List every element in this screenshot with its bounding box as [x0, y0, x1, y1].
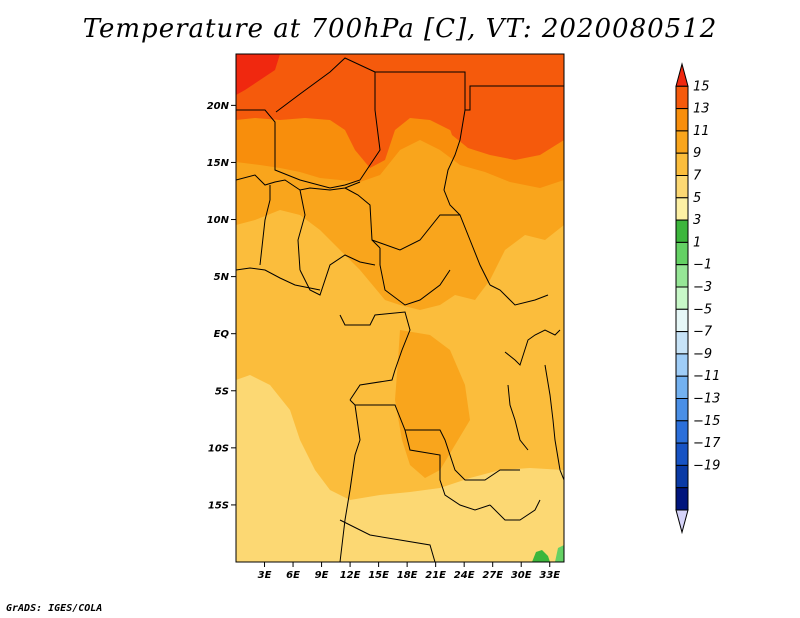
colorbar-swatch [675, 264, 689, 288]
colorbar-swatch [675, 197, 689, 221]
colorbar-label: −7 [693, 325, 713, 340]
temperature-field [236, 54, 564, 562]
lon-tick-label: 12E [340, 570, 361, 581]
credit-text: GrADS: IGES/COLA [6, 603, 103, 614]
colorbar-swatch [675, 152, 689, 176]
colorbar-label: 7 [693, 169, 702, 184]
colorbar-label: 15 [693, 79, 710, 94]
colorbar-swatch [675, 175, 689, 199]
colorbar-label: −9 [693, 347, 712, 362]
lon-tick-label: 15E [368, 570, 389, 581]
lon-tick-label: 9E [315, 570, 329, 581]
lon-tick-label: 27E [482, 570, 503, 581]
colorbar-label: 9 [693, 146, 701, 161]
lat-tick-label: 15N [207, 158, 230, 169]
lat-tick-label: 10N [207, 215, 230, 226]
colorbar-swatch [675, 442, 689, 466]
colorbar-label: 11 [693, 124, 710, 139]
lon-tick-label: 21E [425, 570, 446, 581]
colorbar-swatch [675, 375, 689, 400]
colorbar-label: −3 [693, 280, 712, 295]
map-title: Temperature at 700hPa [C], VT: 202008051… [82, 14, 718, 44]
lat-tick-label: 5N [214, 272, 230, 283]
colorbar-top-arrow [675, 62, 689, 87]
colorbar-swatch [675, 241, 689, 266]
colorbar-swatch [675, 487, 689, 511]
colorbar-label: 13 [693, 102, 710, 117]
colorbar-label: −15 [693, 414, 720, 429]
colorbar-swatch [675, 331, 689, 355]
lat-tick-label: EQ [214, 329, 230, 340]
colorbar-label: −13 [693, 392, 720, 407]
colorbar-swatch [675, 108, 689, 132]
lat-tick-label: 5S [215, 386, 229, 397]
lon-tick-label: 3E [258, 570, 272, 581]
colorbar-label: −17 [693, 436, 721, 451]
colorbar-swatch [675, 420, 689, 444]
lat-tick-label: 20N [207, 101, 230, 112]
lon-tick-label: 24E [454, 570, 475, 581]
colorbar-label: −19 [693, 458, 720, 473]
colorbar-bottom-arrow [675, 509, 689, 535]
colorbar-swatch [675, 286, 689, 310]
colorbar-swatch [675, 219, 689, 243]
colorbar: 15 13 11 9 7 5 3 1 −1 −3 −5 −7 −9 −11 −13 −15 −17 −19 [675, 62, 721, 535]
colorbar-label: −1 [693, 258, 712, 273]
colorbar-swatch [675, 353, 689, 377]
colorbar-swatch [675, 130, 689, 154]
colorbar-label: 5 [693, 191, 701, 206]
colorbar-label: −5 [693, 302, 712, 317]
colorbar-label: 1 [693, 235, 701, 250]
longitude-axis: 3E 6E 9E 12E 15E 18E 21E 24E 27E 30E 33E [258, 562, 560, 581]
lon-tick-label: 33E [539, 570, 560, 581]
colorbar-swatch [675, 398, 689, 422]
lon-tick-label: 6E [286, 570, 300, 581]
colorbar-swatch [675, 85, 689, 110]
colorbar-swatch [675, 308, 689, 333]
latitude-axis: 20N 15N 10N 5N EQ 5S 10S 15S [207, 101, 236, 511]
lat-tick-label: 10S [208, 443, 229, 454]
lon-tick-label: 30E [511, 570, 532, 581]
colorbar-swatch [675, 464, 689, 489]
colorbar-label: −11 [693, 369, 720, 384]
lat-tick-label: 15S [208, 500, 229, 511]
colorbar-label: 3 [693, 213, 701, 228]
lon-tick-label: 18E [397, 570, 418, 581]
map-frame [235, 53, 565, 563]
country-borders [236, 57, 564, 562]
